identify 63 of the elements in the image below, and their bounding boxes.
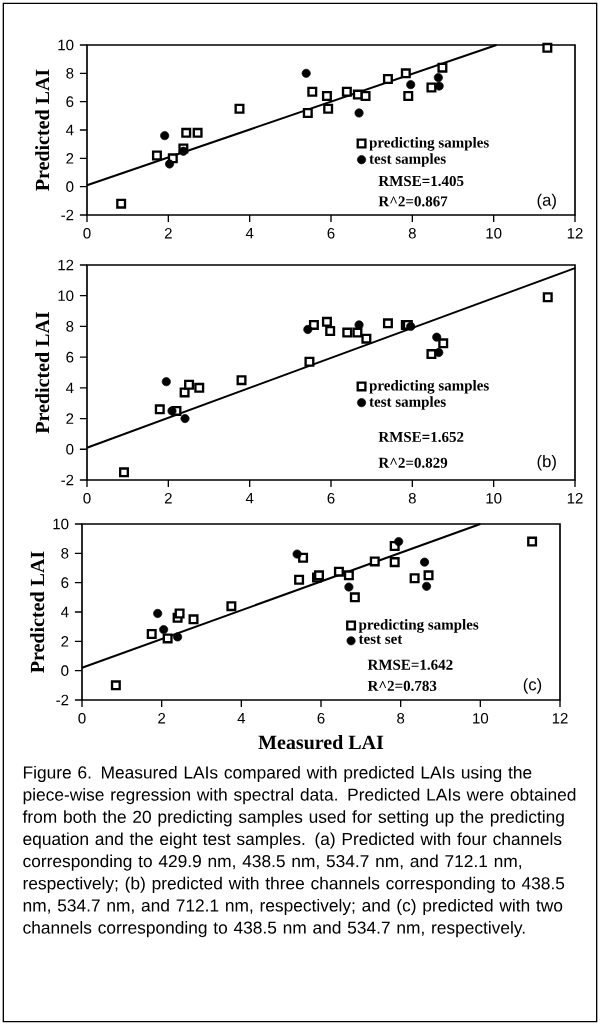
y-tick-label: 10 [58, 290, 74, 302]
x-tick-label: 2 [164, 227, 172, 239]
y-tick-label: -2 [61, 209, 74, 221]
x-tick-label: 8 [408, 227, 416, 239]
x-tick-label: 0 [78, 712, 86, 724]
y-tick-label: 8 [61, 548, 69, 559]
x-tick-label: 10 [473, 712, 489, 724]
y-tick-label: 6 [66, 351, 74, 363]
y-tick-label: 10 [58, 39, 74, 51]
y-tick-label: 0 [61, 665, 69, 676]
annotation: R^2=0.783 [367, 680, 437, 691]
y-tick-label: 2 [61, 636, 69, 647]
x-axis-title: Measured LAI [258, 735, 384, 750]
x-tick-label: 12 [567, 492, 583, 504]
legend-label: predicting samples [369, 137, 489, 151]
y-tick-label: 2 [66, 153, 74, 164]
y-tick-label: 4 [65, 124, 74, 136]
y-tick-label: -2 [56, 694, 69, 706]
annotation: RMSE=1.405 [378, 175, 464, 187]
x-tick-label: 8 [397, 712, 405, 724]
legend-label: predicting samples [358, 619, 479, 633]
y-tick-label: 12 [58, 259, 74, 271]
x-tick-label: 4 [245, 227, 254, 239]
annotation: (b) [537, 455, 556, 471]
x-tick-label: 12 [552, 712, 568, 724]
y-tick-label: -2 [61, 474, 74, 486]
annotation: (a) [537, 193, 556, 210]
y-tick-label: 2 [66, 413, 74, 424]
legend-label: test samples [369, 153, 446, 167]
x-tick-label: 10 [486, 492, 502, 504]
annotation: R^2=0.867 [378, 196, 448, 207]
y-axis-title: Predicted LAI [30, 551, 45, 673]
y-axis-title: Predicted LAI [35, 311, 50, 434]
x-tick-label: 2 [164, 492, 172, 504]
y-tick-label: 0 [66, 181, 74, 192]
y-tick-label: 8 [66, 321, 74, 332]
x-tick-label: 2 [158, 712, 166, 724]
annotation: (c) [523, 678, 542, 694]
legend-label: test set [358, 635, 403, 644]
legend-label: test samples [369, 396, 446, 410]
y-axis-title: Predicted LAI [35, 69, 50, 191]
annotation: RMSE=1.642 [367, 659, 453, 670]
y-tick-label: 0 [66, 443, 74, 455]
y-tick-label: 8 [66, 68, 74, 79]
x-tick-label: 8 [408, 492, 416, 504]
x-tick-label: 6 [327, 492, 335, 504]
annotation: RMSE=1.652 [378, 431, 464, 443]
x-tick-label: 6 [317, 712, 325, 724]
y-tick-label: 10 [53, 518, 69, 530]
caption: Figure 6. Measured LAIs compared with predicted LAIs using the piece-wise regression with spectral data. Predicted LAIs were obtained from both the 20 predicting samples used for setting up the predicting equation and the eight test samples. (a) Predicted with four channels corresponding to 429.9 nm, 438.5 nm, 534.7 nm, and 712.1 nm, respectively; (b) predicted with three channels corresponding to 438.5 nm, 534.7 nm, and 712.1 nm, respectively; and (c) predicted with two channels corresponding to 438.5 nm and 534.7 nm, respectively. [22, 765, 576, 938]
x-tick-label: 0 [83, 492, 91, 504]
y-tick-label: 6 [66, 96, 74, 107]
x-tick-label: 4 [245, 492, 254, 504]
y-tick-label: 6 [61, 577, 69, 588]
annotation: R^2=0.829 [378, 457, 448, 468]
y-tick-label: 4 [65, 382, 74, 394]
x-tick-label: 12 [567, 227, 583, 239]
x-tick-label: 6 [327, 227, 335, 239]
legend-label: predicting samples [369, 379, 489, 394]
x-tick-label: 4 [237, 712, 246, 724]
x-tick-label: 0 [83, 227, 91, 239]
x-tick-label: 10 [486, 227, 502, 239]
y-tick-label: 4 [60, 606, 69, 618]
